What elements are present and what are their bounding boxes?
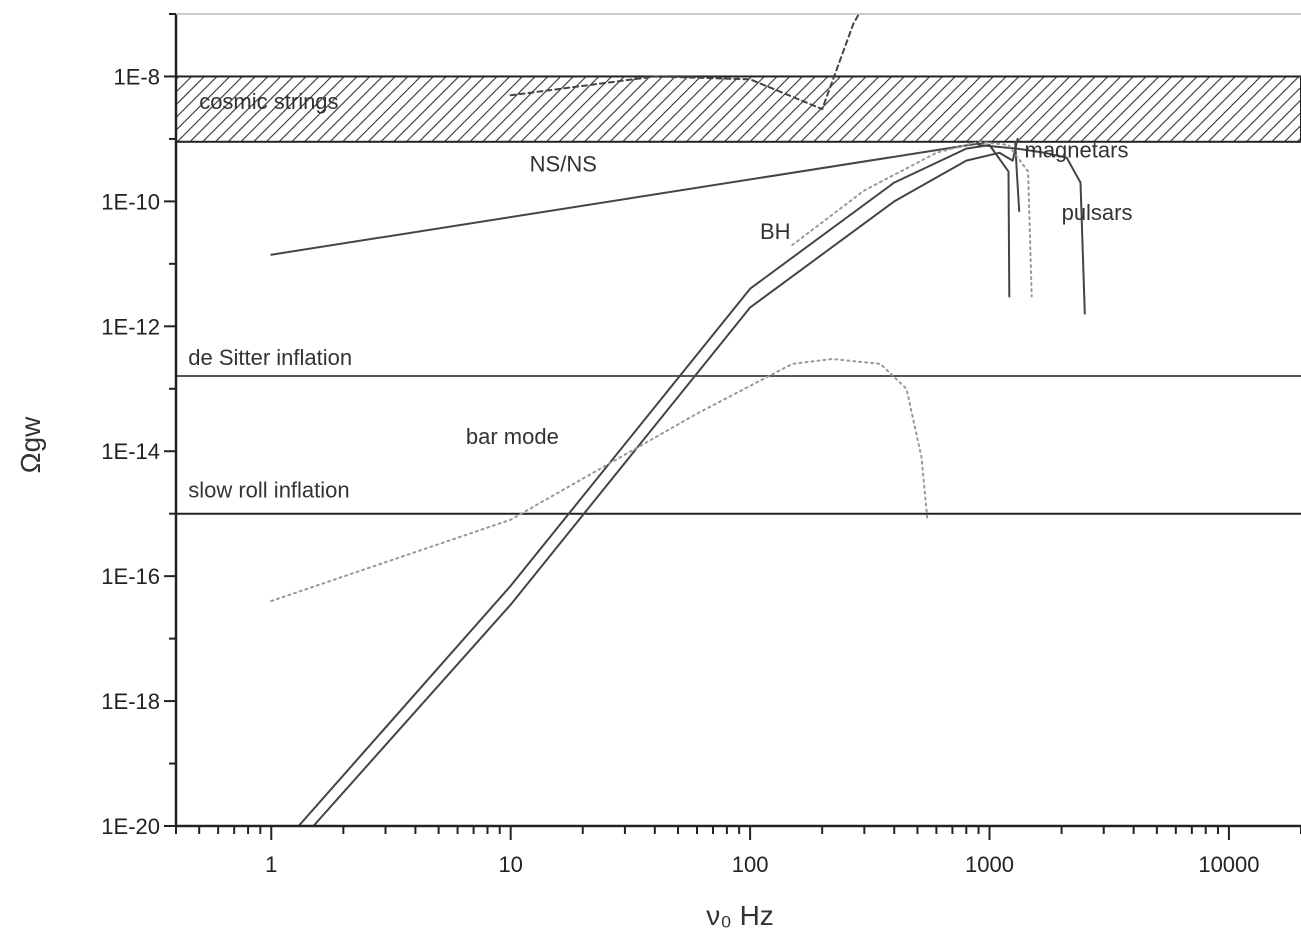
annotation-label: BH: [760, 219, 791, 244]
y-tick-label: 1E-12: [101, 314, 160, 339]
x-tick-label: 10: [498, 852, 522, 877]
annotation-layer: string theory2 LIGO adcosmic stringsNS/N…: [188, 89, 1133, 503]
series-bh-dotted: [791, 140, 1033, 298]
series-bar-mode: [270, 358, 929, 602]
y-tick-label: 1E-14: [101, 439, 160, 464]
annotation-label: cosmic strings: [199, 89, 338, 114]
annotation-label: de Sitter inflation: [188, 345, 352, 370]
y-axis-title: Ωgw: [15, 416, 46, 474]
y-tick-label: 1E-8: [114, 64, 160, 89]
annotation-label: pulsars: [1062, 200, 1133, 225]
x-tick-label: 100: [732, 852, 769, 877]
y-tick-label: 1E-10: [101, 189, 160, 214]
x-tick-label: 1000: [965, 852, 1014, 877]
x-axis-title: ν₀ Hz: [706, 900, 774, 931]
annotation-label: slow roll inflation: [188, 478, 349, 503]
y-tick-label: 1E-16: [101, 564, 160, 589]
annotation-label: bar mode: [466, 424, 559, 449]
series-ns-ns: [270, 140, 991, 256]
x-tick-label: 1: [265, 852, 277, 877]
series-bh-1: [297, 144, 1011, 826]
axes-layer: 1E-201E-181E-161E-141E-121E-101E-81E-611…: [101, 13, 1301, 877]
series-ligo-ad: [509, 14, 861, 111]
series-pulsars: [1014, 140, 1021, 213]
series-bh-2: [312, 137, 1019, 826]
band-layer: [176, 75, 1301, 143]
y-tick-label: 1E-20: [101, 814, 160, 839]
annotation-label: NS/NS: [530, 152, 597, 177]
cosmic-strings-band: [176, 75, 1301, 143]
x-tick-label: 10000: [1198, 852, 1259, 877]
series-layer: [176, 14, 1301, 826]
y-tick-label: 1E-18: [101, 689, 160, 714]
annotation-label: magnetars: [1025, 138, 1129, 163]
